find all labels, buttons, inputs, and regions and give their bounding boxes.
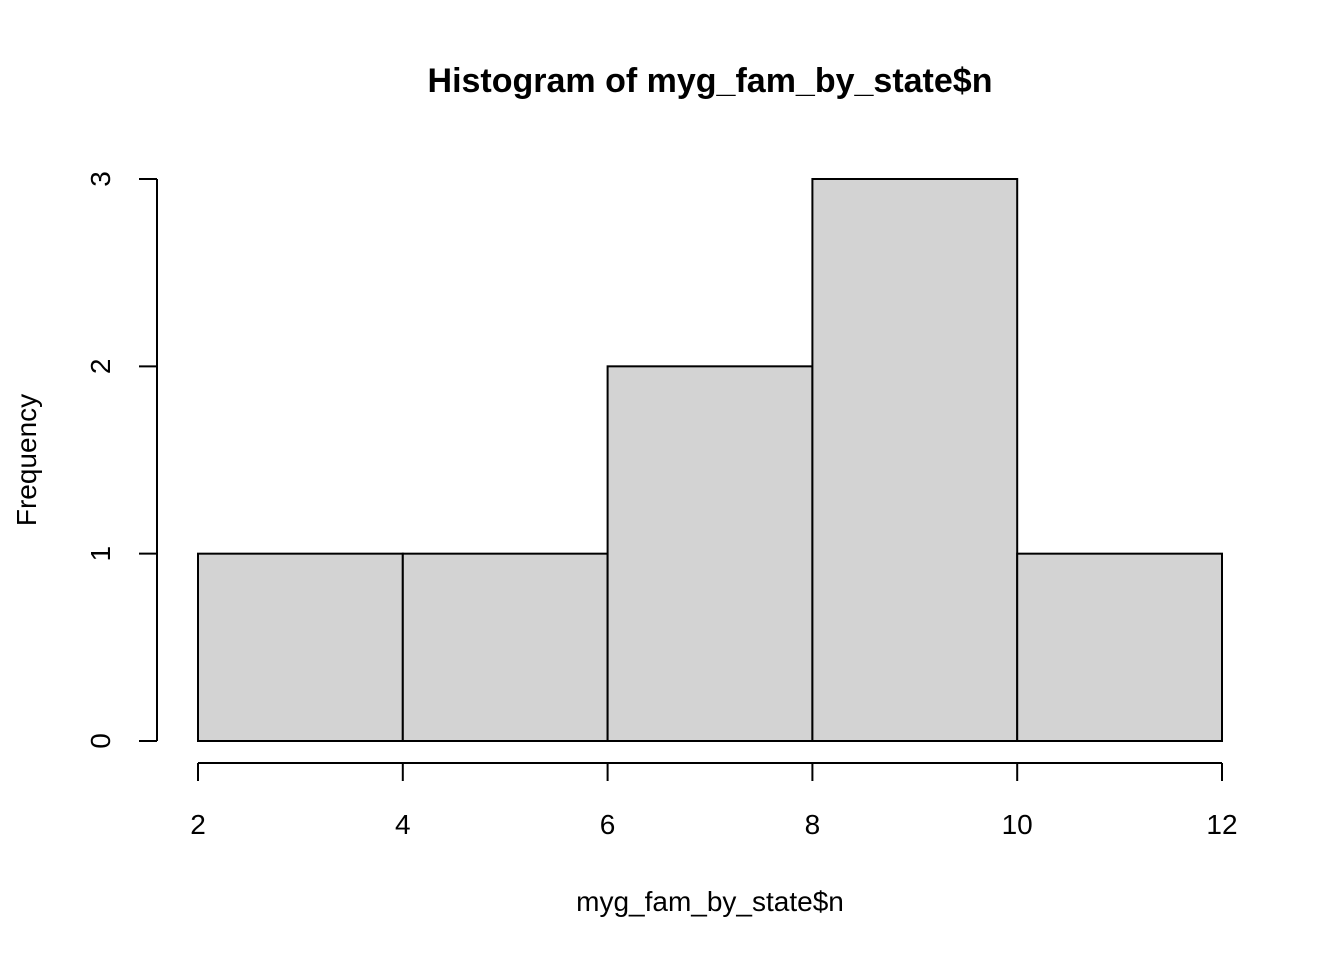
y-axis: 0 1 2 3 <box>85 171 158 749</box>
y-tick-label: 3 <box>85 171 116 187</box>
bars-group <box>197 178 1224 743</box>
x-tick-label: 2 <box>190 809 206 840</box>
x-tick-label: 12 <box>1206 809 1237 840</box>
histogram-bar-3 <box>606 365 814 742</box>
histogram-bar-4 <box>811 178 1019 742</box>
y-axis-label: Frequency <box>11 394 42 526</box>
chart-title: Histogram of myg_fam_by_state$n <box>428 62 993 100</box>
x-tick-label: 6 <box>600 809 616 840</box>
y-tick-label: 2 <box>85 359 116 375</box>
x-axis-label: myg_fam_by_state$n <box>576 886 844 917</box>
histogram-bar-5 <box>1016 552 1224 743</box>
y-tick-label: 1 <box>85 546 116 562</box>
x-tick-label: 8 <box>805 809 821 840</box>
x-tick-label: 10 <box>1002 809 1033 840</box>
y-tick-label: 0 <box>85 733 116 749</box>
histogram-bar-2 <box>401 552 609 743</box>
histogram-bar-1 <box>197 552 404 743</box>
x-tick-label: 4 <box>395 809 411 840</box>
x-axis: 2 4 6 8 10 12 <box>190 762 1238 840</box>
